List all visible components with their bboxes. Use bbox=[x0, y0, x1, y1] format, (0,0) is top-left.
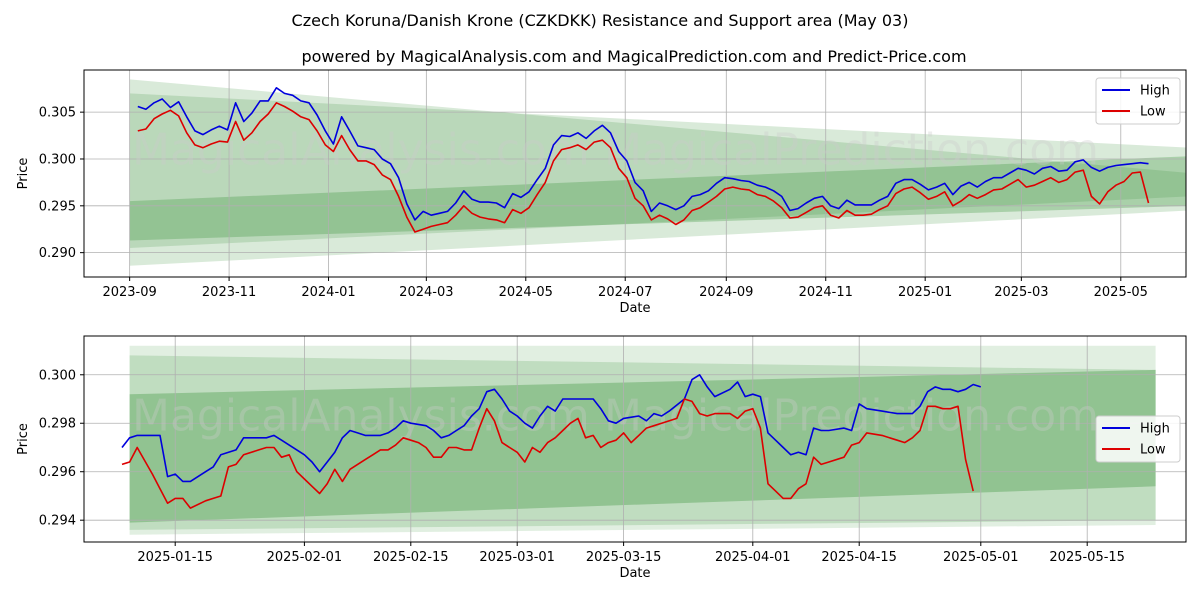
legend-label-high: High bbox=[1140, 84, 1170, 99]
legend: High Low bbox=[1095, 77, 1181, 125]
x-tick-label: 2025-05-15 bbox=[1049, 550, 1125, 565]
support-resistance-band-2 bbox=[129, 156, 1186, 241]
legend: High Low bbox=[1095, 415, 1181, 463]
x-axis-label: Date bbox=[619, 566, 650, 581]
y-tick-label: 0.294 bbox=[39, 514, 76, 529]
x-tick-label: 2025-03 bbox=[994, 285, 1048, 300]
y-axis-label: Price bbox=[16, 423, 31, 455]
watermark-prediction: MagicalPrediction.com bbox=[604, 125, 1099, 176]
series-line-high bbox=[121, 374, 982, 483]
x-tick-label: 2023-09 bbox=[102, 285, 156, 300]
top-chart-panel: MagicalAnalysis.com MagicalPrediction.com… bbox=[16, 69, 1187, 316]
legend-label-low: Low bbox=[1140, 105, 1166, 120]
support-resistance-band-0 bbox=[129, 79, 1186, 266]
x-tick-label: 2025-03-01 bbox=[479, 550, 555, 565]
x-tick-label: 2025-03-15 bbox=[586, 550, 662, 565]
x-axis-label: Date bbox=[619, 301, 650, 316]
y-tick-label: 0.296 bbox=[39, 465, 76, 480]
axes-frame bbox=[83, 69, 1187, 278]
support-resistance-band-0 bbox=[129, 345, 1156, 535]
watermark-prediction: MagicalPrediction.com bbox=[604, 390, 1099, 441]
series-line-low bbox=[137, 102, 1150, 233]
x-tick-label: 2025-04-01 bbox=[715, 550, 791, 565]
legend-label-low: Low bbox=[1140, 443, 1166, 458]
support-resistance-band-1 bbox=[129, 93, 1186, 248]
y-tick-label: 0.298 bbox=[39, 417, 76, 432]
watermark-analysis: MagicalAnalysis.com bbox=[132, 390, 590, 441]
y-tick-label: 0.300 bbox=[39, 368, 76, 383]
plot-area: MagicalAnalysis.com MagicalPrediction.com bbox=[84, 336, 1186, 542]
x-tick-label: 2025-05 bbox=[1094, 285, 1148, 300]
x-tick-label: 2024-09 bbox=[699, 285, 753, 300]
x-tick-label: 2025-02-01 bbox=[267, 550, 343, 565]
y-axis-label: Price bbox=[16, 158, 31, 190]
chart-subtitle: powered by MagicalAnalysis.com and Magic… bbox=[301, 47, 966, 66]
chart-title: Czech Koruna/Danish Krone (CZKDKK) Resis… bbox=[292, 11, 909, 30]
support-resistance-band-2 bbox=[129, 369, 1156, 523]
legend-label-high: High bbox=[1140, 422, 1170, 437]
y-tick-label: 0.305 bbox=[39, 106, 76, 121]
x-tick-label: 2025-01-15 bbox=[137, 550, 213, 565]
x-tick-label: 2025-01 bbox=[898, 285, 952, 300]
x-tick-label: 2025-04-15 bbox=[821, 550, 897, 565]
x-tick-label: 2024-01 bbox=[301, 285, 355, 300]
y-tick-label: 0.295 bbox=[39, 199, 76, 214]
series-line-high bbox=[137, 87, 1149, 221]
x-tick-label: 2025-05-01 bbox=[943, 550, 1019, 565]
bottom-chart-panel: MagicalAnalysis.com MagicalPrediction.com… bbox=[16, 335, 1187, 581]
watermark-analysis: MagicalAnalysis.com bbox=[132, 125, 590, 176]
x-tick-label: 2024-03 bbox=[399, 285, 453, 300]
axes-frame bbox=[83, 335, 1187, 543]
x-tick-label: 2024-07 bbox=[598, 285, 652, 300]
x-tick-label: 2023-11 bbox=[202, 285, 256, 300]
x-tick-label: 2025-02-15 bbox=[373, 550, 449, 565]
y-tick-label: 0.290 bbox=[39, 246, 76, 261]
support-resistance-band-1 bbox=[129, 355, 1156, 530]
plot-area: MagicalAnalysis.com MagicalPrediction.com bbox=[84, 70, 1186, 277]
series-line-low bbox=[121, 398, 974, 509]
y-tick-label: 0.300 bbox=[39, 152, 76, 167]
x-tick-label: 2024-05 bbox=[499, 285, 553, 300]
x-tick-label: 2024-11 bbox=[799, 285, 853, 300]
